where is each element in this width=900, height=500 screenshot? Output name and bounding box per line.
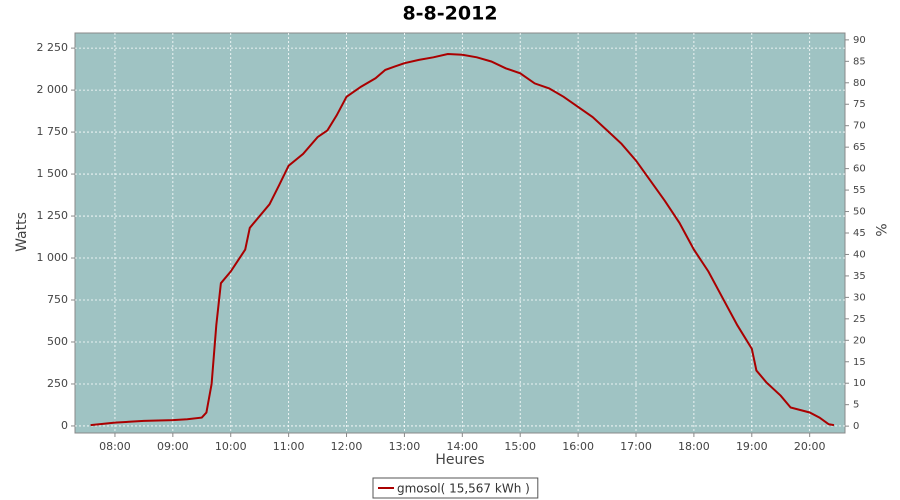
chart-title: 8-8-2012 bbox=[402, 3, 497, 25]
legend: gmosol( 15,567 kWh ) bbox=[372, 477, 539, 499]
y-tick-label: 0 bbox=[61, 419, 68, 432]
y-tick-label: 2 250 bbox=[37, 41, 69, 54]
data-line bbox=[90, 52, 835, 427]
y2-axis-label: % bbox=[872, 223, 888, 236]
x-tick-label: 17:00 bbox=[620, 440, 652, 453]
y-tick-label: 250 bbox=[47, 377, 68, 390]
legend-box bbox=[372, 477, 539, 499]
y2-tick-label: 15 bbox=[853, 357, 866, 368]
y2-tick-label: 50 bbox=[853, 207, 866, 218]
y2-tick-label: 60 bbox=[853, 164, 866, 175]
y2-tick-label: 5 bbox=[853, 400, 859, 411]
y-tick-label: 750 bbox=[47, 293, 68, 306]
y2-tick-label: 85 bbox=[853, 56, 866, 67]
y-tick-label: 500 bbox=[47, 335, 68, 348]
y2-tick-label: 45 bbox=[853, 228, 866, 239]
y2-tick-label: 25 bbox=[853, 314, 866, 325]
y-tick-label: 1 750 bbox=[37, 125, 69, 138]
x-tick-label: 10:00 bbox=[215, 440, 247, 453]
plot-area bbox=[74, 32, 846, 434]
legend-label: gmosol( 15,567 kWh ) bbox=[397, 482, 530, 496]
y2-tick-label: 40 bbox=[853, 249, 866, 260]
x-tick-label: 20:00 bbox=[794, 440, 826, 453]
y2-tick-label: 80 bbox=[853, 78, 866, 89]
y2-tick-label: 55 bbox=[853, 185, 866, 196]
x-axis-label: Heures bbox=[435, 452, 484, 468]
y2-tick-label: 70 bbox=[853, 121, 866, 132]
x-tick-label: 12:00 bbox=[331, 440, 363, 453]
y2-tick-label: 10 bbox=[853, 378, 866, 389]
y2-tick-label: 75 bbox=[853, 99, 866, 110]
y-tick-label: 1 500 bbox=[37, 167, 69, 180]
x-tick-label: 11:00 bbox=[273, 440, 305, 453]
y2-tick-label: 65 bbox=[853, 142, 866, 153]
x-tick-label: 08:00 bbox=[99, 440, 131, 453]
y2-tick-label: 20 bbox=[853, 335, 866, 346]
x-tick-label: 13:00 bbox=[389, 440, 421, 453]
y2-tick-label: 0 bbox=[853, 421, 859, 432]
y-axis-label: Watts bbox=[14, 212, 30, 252]
y2-tick-label: 30 bbox=[853, 292, 866, 303]
y-tick-label: 2 000 bbox=[37, 83, 69, 96]
x-tick-label: 18:00 bbox=[678, 440, 710, 453]
x-tick-label: 14:00 bbox=[446, 440, 478, 453]
x-tick-label: 09:00 bbox=[157, 440, 189, 453]
y2-tick-label: 90 bbox=[853, 35, 866, 46]
y2-tick-label: 35 bbox=[853, 271, 866, 282]
y-tick-label: 1 250 bbox=[37, 209, 69, 222]
x-tick-label: 16:00 bbox=[562, 440, 594, 453]
x-tick-label: 19:00 bbox=[736, 440, 768, 453]
y-tick-label: 1 000 bbox=[37, 251, 69, 264]
x-tick-label: 15:00 bbox=[504, 440, 536, 453]
